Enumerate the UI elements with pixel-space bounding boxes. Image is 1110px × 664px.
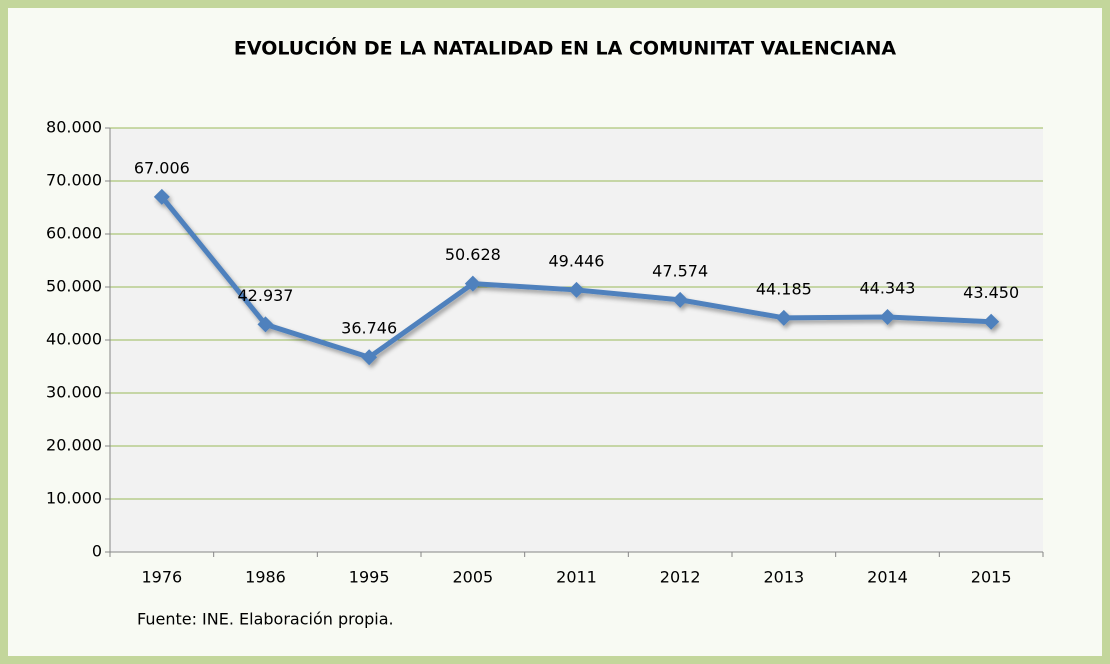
data-label: 44.185	[756, 279, 812, 298]
marker	[672, 291, 689, 308]
series	[153, 188, 1000, 366]
y-tick-label: 50.000	[46, 277, 102, 296]
data-label: 49.446	[549, 251, 605, 270]
x-tick-label: 2005	[452, 568, 493, 587]
y-tick-label: 10.000	[46, 489, 102, 508]
data-label: 44.343	[860, 278, 916, 297]
x-tick-label: 1976	[141, 568, 182, 587]
marker	[464, 275, 481, 292]
x-tick-label: 2015	[971, 568, 1012, 587]
x-tick-label: 1995	[349, 568, 390, 587]
x-tick-label: 1986	[245, 568, 286, 587]
data-label: 43.450	[963, 283, 1019, 302]
marker	[879, 308, 896, 325]
data-label: 42.937	[238, 286, 294, 305]
x-tick-label: 2011	[556, 568, 597, 587]
marker	[153, 188, 170, 205]
y-tick-label: 60.000	[46, 224, 102, 243]
x-tick-label: 2013	[763, 568, 804, 587]
x-tick-label: 2014	[867, 568, 908, 587]
y-tick-label: 70.000	[46, 171, 102, 190]
marker	[361, 349, 378, 366]
marker	[568, 281, 585, 298]
x-tick-label: 2012	[660, 568, 701, 587]
y-tick-label: 40.000	[46, 330, 102, 349]
marker	[775, 309, 792, 326]
y-tick-label: 80.000	[46, 118, 102, 137]
marker	[257, 316, 274, 333]
y-tick-label: 0	[92, 542, 102, 561]
chart-title: EVOLUCIÓN DE LA NATALIDAD EN LA COMUNITA…	[234, 36, 897, 60]
y-tick-label: 30.000	[46, 383, 102, 402]
marker	[983, 313, 1000, 330]
data-label: 36.746	[341, 319, 397, 338]
data-label: 47.574	[652, 261, 708, 280]
y-tick-label: 20.000	[46, 436, 102, 455]
note: Fuente: INE. Elaboración propia.	[137, 610, 394, 629]
data-label: 50.628	[445, 245, 501, 264]
data-label: 67.006	[134, 158, 190, 177]
